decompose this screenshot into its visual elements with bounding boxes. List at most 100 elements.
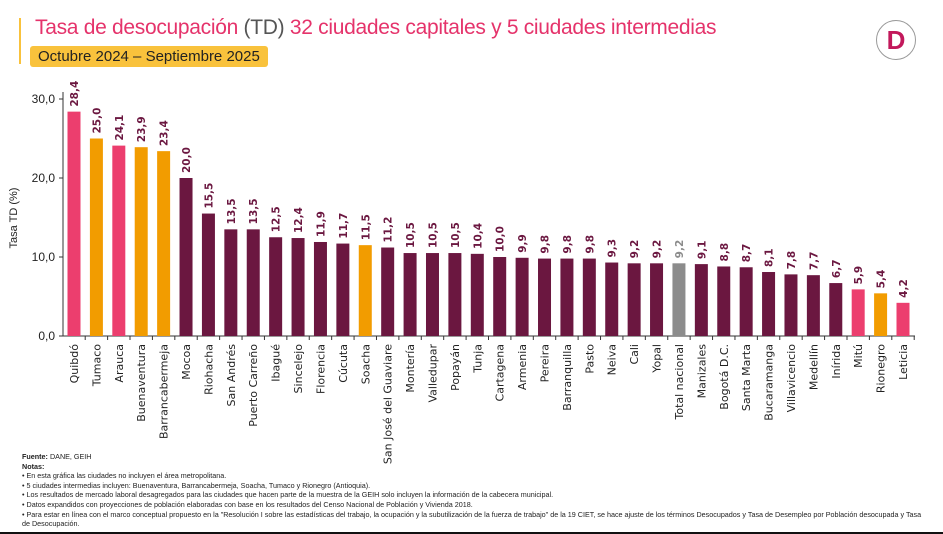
bar-popay-n [448,253,462,336]
category-label: Mitú [852,344,865,368]
y-axis-label: Tasa TD (%) [8,188,20,249]
dane-logo-icon: D [876,20,916,60]
data-label: 12,5 [271,206,283,232]
data-label: 8,8 [719,243,731,262]
category-label: Pasto [583,344,596,374]
data-label: 9,8 [562,235,574,254]
data-label: 10,5 [427,222,439,248]
y-tick-label: 30,0 [32,92,56,106]
bar-armenia [515,257,529,336]
category-label: Manizales [695,344,708,399]
category-label: Total nacional [673,344,686,421]
category-label: Barranquilla [561,344,574,411]
data-label: 8,1 [764,248,776,267]
bar-pereira [538,258,552,336]
bar-barranquilla [560,258,574,336]
bar-cartagena [493,257,507,336]
bar-buenaventura [134,147,148,336]
data-label: 4,2 [898,279,910,298]
data-label: 10,4 [472,223,484,249]
title-part-2: (TD) [243,16,285,39]
category-label: Arauca [113,344,126,383]
data-label: 7,7 [808,252,820,271]
category-label: Yopal [651,344,664,374]
bar-arauca [112,145,126,336]
category-label: Armenia [516,344,529,390]
category-label: Tumaco [90,344,103,388]
y-tick-label: 10,0 [32,250,56,264]
data-label: 23,9 [136,116,148,142]
notes-label: Notas: [22,461,45,471]
category-label: Rionegro [875,344,888,393]
category-label: Sincelejo [292,344,305,394]
note-item: • En esta gráfica las ciudades no incluy… [22,471,227,481]
data-label: 23,4 [159,120,171,146]
title-accent-line [19,18,21,64]
bar-cali [627,263,641,336]
category-label: Inírida [830,344,843,379]
data-label: 5,4 [876,270,888,289]
bar-sincelejo [291,238,305,336]
bar-florencia [313,241,327,336]
period-subtitle: Octubre 2024 – Septiembre 2025 [30,46,268,67]
data-label: 9,9 [517,234,529,253]
data-label: 10,5 [450,222,462,248]
bar-yopal [650,263,664,336]
bar-valledupar [425,253,439,336]
category-label: Buenaventura [135,344,148,422]
data-label: 9,1 [696,241,708,260]
category-label: Montería [404,344,417,393]
category-label: Quibdó [68,344,81,384]
category-label: Mocoa [180,344,193,380]
bar-riohacha [201,213,215,336]
category-label: Tunja [471,344,484,374]
data-label: 24,1 [114,115,126,141]
y-tick-label: 0,0 [38,329,55,343]
bar-ibagu- [269,237,283,336]
note-item: • Los resultados de mercado laboral desa… [22,490,554,500]
bar-rionegro [874,293,888,336]
category-label: Barrancabermeja [158,344,171,439]
data-label: 9,2 [629,240,641,259]
bar-neiva [605,262,619,336]
category-label: Villavicencio [785,344,798,413]
category-label: Puerto Carreño [247,344,260,427]
bar-san-andr-s [224,229,238,336]
bar-quibd- [67,111,81,336]
category-label: Bogotá D.C. [718,344,731,410]
data-label: 7,8 [786,251,798,270]
page-title: Tasa de desocupación (TD) 32 ciudades ca… [35,16,716,40]
data-label: 13,5 [226,198,238,224]
data-label: 10,0 [495,226,507,252]
data-label: 5,9 [853,266,865,285]
bar-total-nacional [672,263,686,336]
note-item: • 5 ciudades intermedias incluyen: Buena… [22,480,371,490]
category-label: Neiva [606,344,619,375]
bar-manizales [694,264,708,336]
category-label: San José del Guaviare [382,344,395,464]
data-label: 9,3 [607,239,619,258]
note-item: • Datos expandidos con proyecciones de p… [22,499,473,509]
bar-barrancabermeja [157,151,171,336]
data-label: 10,5 [405,222,417,248]
bar-c-cuta [336,243,350,336]
y-tick-label: 20,0 [32,171,56,185]
chart-notes: Fuente: DANE, GEIH Notas: • En esta gráf… [22,452,922,529]
source-label: Fuente: [22,452,48,461]
data-label: 11,2 [383,217,395,243]
data-label: 28,4 [69,81,81,107]
category-label: Medellín [807,344,820,390]
category-label: Pereira [539,344,552,382]
bar-bogot-d-c- [717,266,731,336]
category-label: Riohacha [202,344,215,395]
bar-mocoa [179,178,193,336]
data-label: 8,7 [741,244,753,263]
bar-santa-marta [739,267,753,336]
bar-puerto-carre-o [246,229,260,336]
data-label: 12,4 [293,207,305,233]
data-label: 11,5 [360,214,372,240]
category-label: Ibagué [270,344,283,382]
data-label: 25,0 [91,108,103,134]
data-label: 11,7 [338,213,350,239]
category-label: Valledupar [426,344,439,403]
